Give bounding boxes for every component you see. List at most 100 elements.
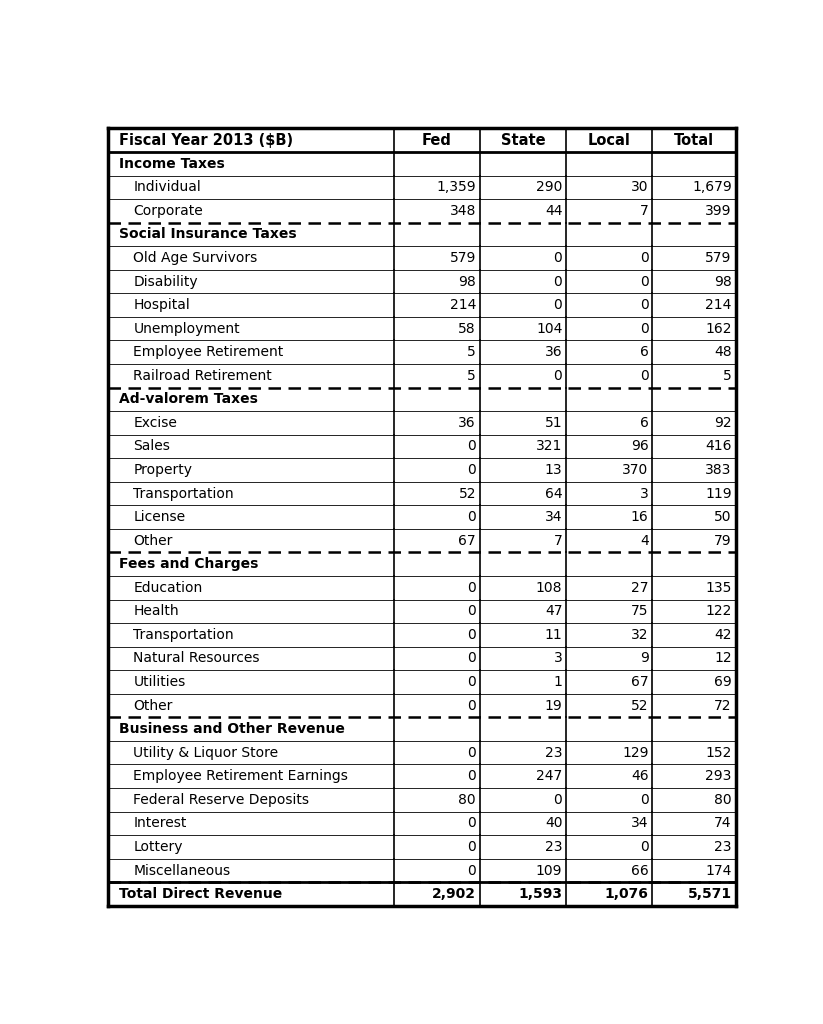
- Text: 64: 64: [545, 486, 562, 501]
- Text: 0: 0: [467, 816, 476, 830]
- Text: 3: 3: [639, 486, 649, 501]
- Text: 348: 348: [449, 204, 476, 218]
- Text: 6: 6: [639, 345, 649, 359]
- Text: Natural Resources: Natural Resources: [133, 651, 260, 666]
- Text: 0: 0: [467, 675, 476, 689]
- Text: Disability: Disability: [133, 274, 198, 289]
- Text: 92: 92: [714, 416, 732, 430]
- Text: 1: 1: [553, 675, 562, 689]
- Text: 416: 416: [705, 439, 732, 454]
- Text: 0: 0: [554, 793, 562, 807]
- Text: 51: 51: [545, 416, 562, 430]
- Text: 44: 44: [545, 204, 562, 218]
- Text: 34: 34: [631, 816, 649, 830]
- Text: 96: 96: [631, 439, 649, 454]
- Text: Total: Total: [674, 133, 714, 147]
- Text: 67: 67: [458, 534, 476, 548]
- Text: 7: 7: [639, 204, 649, 218]
- Text: 34: 34: [545, 510, 562, 524]
- Text: 0: 0: [467, 581, 476, 595]
- Text: Miscellaneous: Miscellaneous: [133, 863, 230, 878]
- Text: 75: 75: [631, 604, 649, 618]
- Text: 135: 135: [705, 581, 732, 595]
- Text: 48: 48: [714, 345, 732, 359]
- Text: 36: 36: [545, 345, 562, 359]
- Text: 4: 4: [639, 534, 649, 548]
- Text: 1,076: 1,076: [605, 887, 649, 901]
- Text: 0: 0: [467, 651, 476, 666]
- Text: 0: 0: [554, 369, 562, 383]
- Text: Employee Retirement Earnings: Employee Retirement Earnings: [133, 769, 348, 783]
- Text: Social Insurance Taxes: Social Insurance Taxes: [119, 227, 297, 242]
- Text: State: State: [500, 133, 546, 147]
- Text: 174: 174: [705, 863, 732, 878]
- Text: 16: 16: [631, 510, 649, 524]
- Text: Lottery: Lottery: [133, 840, 183, 854]
- Text: 0: 0: [467, 628, 476, 642]
- Text: Old Age Survivors: Old Age Survivors: [133, 251, 258, 265]
- Text: 0: 0: [639, 840, 649, 854]
- Text: 109: 109: [536, 863, 562, 878]
- Text: 0: 0: [554, 251, 562, 265]
- Text: Transportation: Transportation: [133, 486, 234, 501]
- Text: 36: 36: [458, 416, 476, 430]
- Text: 23: 23: [714, 840, 732, 854]
- Text: 52: 52: [458, 486, 476, 501]
- Text: 98: 98: [714, 274, 732, 289]
- Text: Health: Health: [133, 604, 179, 618]
- Text: 0: 0: [639, 251, 649, 265]
- Text: Federal Reserve Deposits: Federal Reserve Deposits: [133, 793, 309, 807]
- Text: 122: 122: [705, 604, 732, 618]
- Text: 247: 247: [536, 769, 562, 783]
- Text: 80: 80: [458, 793, 476, 807]
- Text: 6: 6: [639, 416, 649, 430]
- Text: Interest: Interest: [133, 816, 187, 830]
- Text: 162: 162: [705, 322, 732, 336]
- Text: Corporate: Corporate: [133, 204, 203, 218]
- Text: 0: 0: [467, 769, 476, 783]
- Text: 11: 11: [545, 628, 562, 642]
- Text: 23: 23: [545, 745, 562, 760]
- Text: 579: 579: [449, 251, 476, 265]
- Text: 50: 50: [714, 510, 732, 524]
- Text: 0: 0: [639, 322, 649, 336]
- Text: Utility & Liquor Store: Utility & Liquor Store: [133, 745, 279, 760]
- Text: Railroad Retirement: Railroad Retirement: [133, 369, 272, 383]
- Text: 30: 30: [631, 180, 649, 195]
- Text: 0: 0: [467, 439, 476, 454]
- Text: 383: 383: [705, 463, 732, 477]
- Text: 0: 0: [639, 793, 649, 807]
- Text: 293: 293: [705, 769, 732, 783]
- Text: Fed: Fed: [421, 133, 452, 147]
- Text: 104: 104: [536, 322, 562, 336]
- Text: 321: 321: [536, 439, 562, 454]
- Text: 7: 7: [554, 534, 562, 548]
- Text: 0: 0: [639, 274, 649, 289]
- Text: Education: Education: [133, 581, 202, 595]
- Text: 47: 47: [545, 604, 562, 618]
- Text: 3: 3: [554, 651, 562, 666]
- Text: 370: 370: [622, 463, 649, 477]
- Text: 0: 0: [639, 298, 649, 312]
- Text: Sales: Sales: [133, 439, 170, 454]
- Text: 0: 0: [467, 604, 476, 618]
- Text: 5,571: 5,571: [688, 887, 732, 901]
- Text: 12: 12: [714, 651, 732, 666]
- Text: 0: 0: [467, 463, 476, 477]
- Text: 214: 214: [449, 298, 476, 312]
- Text: 0: 0: [467, 745, 476, 760]
- Text: 69: 69: [714, 675, 732, 689]
- Text: 0: 0: [554, 298, 562, 312]
- Text: 5: 5: [467, 345, 476, 359]
- Text: 214: 214: [705, 298, 732, 312]
- Text: Fees and Charges: Fees and Charges: [119, 557, 258, 571]
- Text: 9: 9: [639, 651, 649, 666]
- Text: 129: 129: [622, 745, 649, 760]
- Text: 27: 27: [631, 581, 649, 595]
- Text: 1,359: 1,359: [436, 180, 476, 195]
- Text: 80: 80: [714, 793, 732, 807]
- Text: 1,593: 1,593: [518, 887, 562, 901]
- Text: 0: 0: [639, 369, 649, 383]
- Text: Transportation: Transportation: [133, 628, 234, 642]
- Text: Employee Retirement: Employee Retirement: [133, 345, 284, 359]
